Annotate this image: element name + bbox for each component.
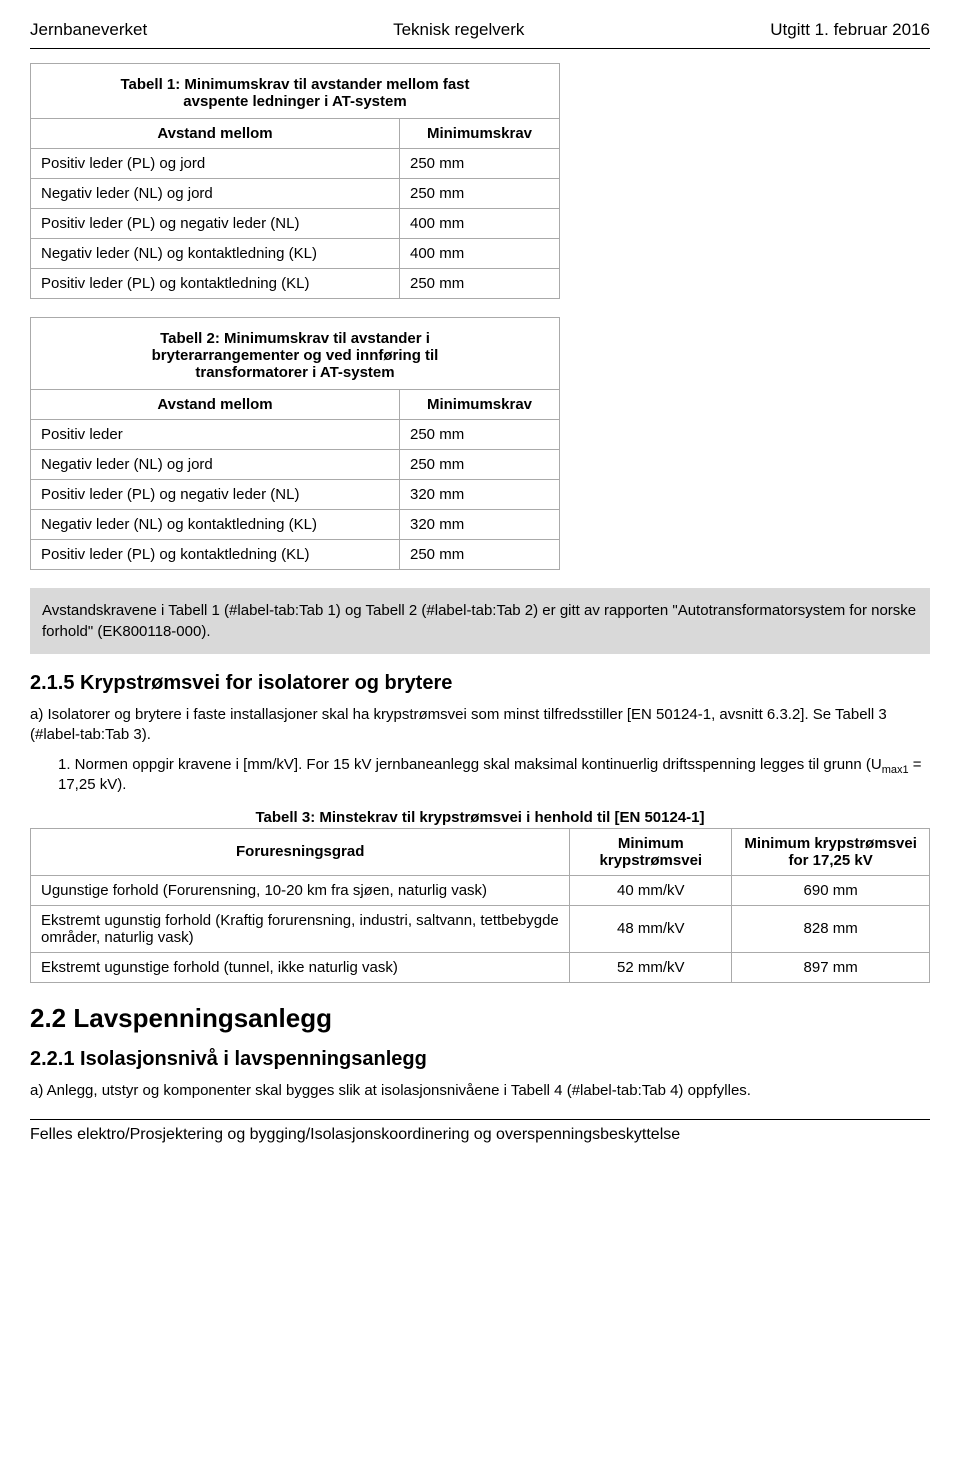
cell: Negativ leder (NL) og jord [31,450,400,480]
table-row: Ugunstige forhold (Forurensning, 10-20 k… [31,875,930,905]
list-item-1: 1. Normen oppgir kravene i [mm/kV]. For … [30,756,930,793]
table-row: Positiv leder250 mm [31,420,560,450]
cell: 40 mm/kV [570,875,732,905]
table2-caption: Tabell 2: Minimumskrav til avstander i b… [41,324,549,383]
table-row: Positiv leder (PL) og negativ leder (NL)… [31,209,560,239]
cell: Positiv leder (PL) og negativ leder (NL) [31,480,400,510]
section-2-2-1-title: 2.2.1 Isolasjonsnivå i lavspenningsanleg… [30,1048,930,1071]
table1-col2: Minimumskrav [400,119,560,149]
table1-col1: Avstand mellom [31,119,400,149]
footer-rule [30,1119,930,1120]
cell: Positiv leder (PL) og kontaktledning (KL… [31,540,400,570]
table-row: Negativ leder (NL) og jord250 mm [31,179,560,209]
section-2-1-5-title: 2.1.5 Krypstrømsvei for isolatorer og br… [30,672,930,695]
table3-col1: Foruresningsgrad [31,828,570,875]
cell: 250 mm [400,420,560,450]
table2-col2: Minimumskrav [400,390,560,420]
cell: Ugunstige forhold (Forurensning, 10-20 k… [31,875,570,905]
table-3: Foruresningsgrad Minimum krypstrømsvei M… [30,828,930,983]
header-center: Teknisk regelverk [393,20,524,40]
cell: 690 mm [732,875,930,905]
cell: Ekstremt ugunstig forhold (Kraftig forur… [31,905,570,952]
table-row: Negativ leder (NL) og jord250 mm [31,450,560,480]
table1-caption-line2: avspente ledninger i AT-system [183,93,406,110]
cell: Negativ leder (NL) og kontaktledning (KL… [31,510,400,540]
table1-caption-line1: Tabell 1: Minimumskrav til avstander mel… [121,76,470,93]
cell: 250 mm [400,450,560,480]
table-2: Tabell 2: Minimumskrav til avstander i b… [30,317,560,570]
item1-sub: max1 [882,764,909,776]
table-row: Ekstremt ugunstig forhold (Kraftig forur… [31,905,930,952]
cell: 250 mm [400,149,560,179]
header-rule [30,48,930,49]
table-row: Positiv leder (PL) og kontaktledning (KL… [31,540,560,570]
footer-text: Felles elektro/Prosjektering og bygging/… [30,1126,930,1154]
cell: 400 mm [400,239,560,269]
para-2-2-1-a: a) Anlegg, utstyr og komponenter skal by… [30,1081,930,1101]
cell: Negativ leder (NL) og jord [31,179,400,209]
table-row: Negativ leder (NL) og kontaktledning (KL… [31,239,560,269]
table3-col2: Minimum krypstrømsvei [570,828,732,875]
item1-pre: 1. Normen oppgir kravene i [mm/kV]. For … [58,756,882,773]
cell: Positiv leder (PL) og kontaktledning (KL… [31,269,400,299]
table2-caption-line3: transformatorer i AT-system [195,364,394,381]
table-row: Positiv leder (PL) og jord250 mm [31,149,560,179]
section-2-2-title: 2.2 Lavspenningsanlegg [30,1003,930,1034]
note-text: Avstandskravene i Tabell 1 (#label-tab:T… [42,602,916,640]
table3-col3: Minimum krypstrømsvei for 17,25 kV [732,828,930,875]
table-row: Positiv leder (PL) og negativ leder (NL)… [31,480,560,510]
table-1: Tabell 1: Minimumskrav til avstander mel… [30,63,560,299]
page-header: Jernbaneverket Teknisk regelverk Utgitt … [30,20,930,40]
cell: Positiv leder (PL) og negativ leder (NL) [31,209,400,239]
cell: 48 mm/kV [570,905,732,952]
cell: Positiv leder [31,420,400,450]
table2-caption-line1: Tabell 2: Minimumskrav til avstander i [160,330,430,347]
table-row: Positiv leder (PL) og kontaktledning (KL… [31,269,560,299]
cell: 52 mm/kV [570,952,732,982]
cell: 897 mm [732,952,930,982]
cell: Positiv leder (PL) og jord [31,149,400,179]
note-box: Avstandskravene i Tabell 1 (#label-tab:T… [30,588,930,654]
para-2-1-5-a: a) Isolatorer og brytere i faste install… [30,705,930,746]
cell: 400 mm [400,209,560,239]
cell: Negativ leder (NL) og kontaktledning (KL… [31,239,400,269]
cell: 828 mm [732,905,930,952]
table3-caption: Tabell 3: Minstekrav til krypstrømsvei i… [30,803,930,828]
cell: 250 mm [400,269,560,299]
table2-col1: Avstand mellom [31,390,400,420]
header-left: Jernbaneverket [30,20,147,40]
table-row: Negativ leder (NL) og kontaktledning (KL… [31,510,560,540]
cell: 250 mm [400,179,560,209]
cell: 250 mm [400,540,560,570]
table2-caption-line2: bryterarrangementer og ved innføring til [152,347,439,364]
cell: Ekstremt ugunstige forhold (tunnel, ikke… [31,952,570,982]
header-right: Utgitt 1. februar 2016 [770,20,930,40]
table-row: Ekstremt ugunstige forhold (tunnel, ikke… [31,952,930,982]
cell: 320 mm [400,480,560,510]
cell: 320 mm [400,510,560,540]
table1-caption: Tabell 1: Minimumskrav til avstander mel… [41,70,549,112]
